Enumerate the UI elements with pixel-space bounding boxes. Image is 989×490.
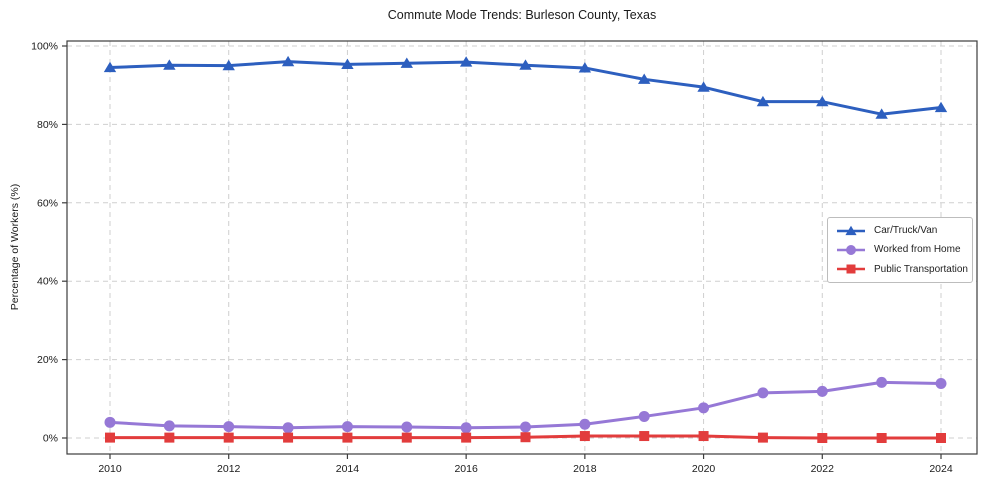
y-tick-label: 40% — [37, 276, 58, 288]
x-tick-label: 2010 — [98, 463, 122, 475]
legend-label: Public Transportation — [874, 263, 968, 275]
y-tick-label: 60% — [37, 197, 58, 209]
series-worked-from-home — [104, 376, 947, 434]
axis-ticks: 0% 20% 40% 60% 80% 100% 2010 2012 2014 2016 2018 20… — [31, 41, 953, 476]
legend: Car/Truck/Van Worked from Home Public Tr… — [827, 217, 973, 283]
x-tick-label: 2024 — [929, 463, 953, 475]
legend-label: Car/Truck/Van — [874, 225, 938, 237]
y-tick-label: 20% — [37, 354, 58, 366]
x-tick-label: 2022 — [811, 463, 835, 475]
y-tick-label: 0% — [43, 433, 58, 445]
legend-item-worked-from-home: Worked from Home — [835, 244, 965, 256]
legend-marker-triangle-icon — [837, 225, 865, 235]
legend-label: Worked from Home — [874, 244, 961, 256]
x-tick-label: 2016 — [454, 463, 478, 475]
legend-item-car-truck-van: Car/Truck/Van — [835, 225, 965, 237]
y-tick-label: 80% — [37, 119, 58, 131]
series-car-truck-van — [103, 55, 948, 119]
legend-marker-circle-icon — [837, 245, 865, 255]
y-tick-label: 100% — [31, 41, 58, 53]
legend-item-public-transportation: Public Transportation — [835, 263, 968, 275]
chart-title: Commute Mode Trends: Burleson County, Te… — [387, 8, 657, 22]
plot-border — [66, 40, 978, 455]
x-tick-label: 2018 — [573, 463, 597, 475]
x-tick-label: 2014 — [336, 463, 360, 475]
legend-marker-square-icon — [837, 264, 865, 274]
series-public-transportation — [105, 431, 946, 443]
x-tick-label: 2020 — [692, 463, 716, 475]
x-tick-label: 2012 — [217, 463, 241, 475]
